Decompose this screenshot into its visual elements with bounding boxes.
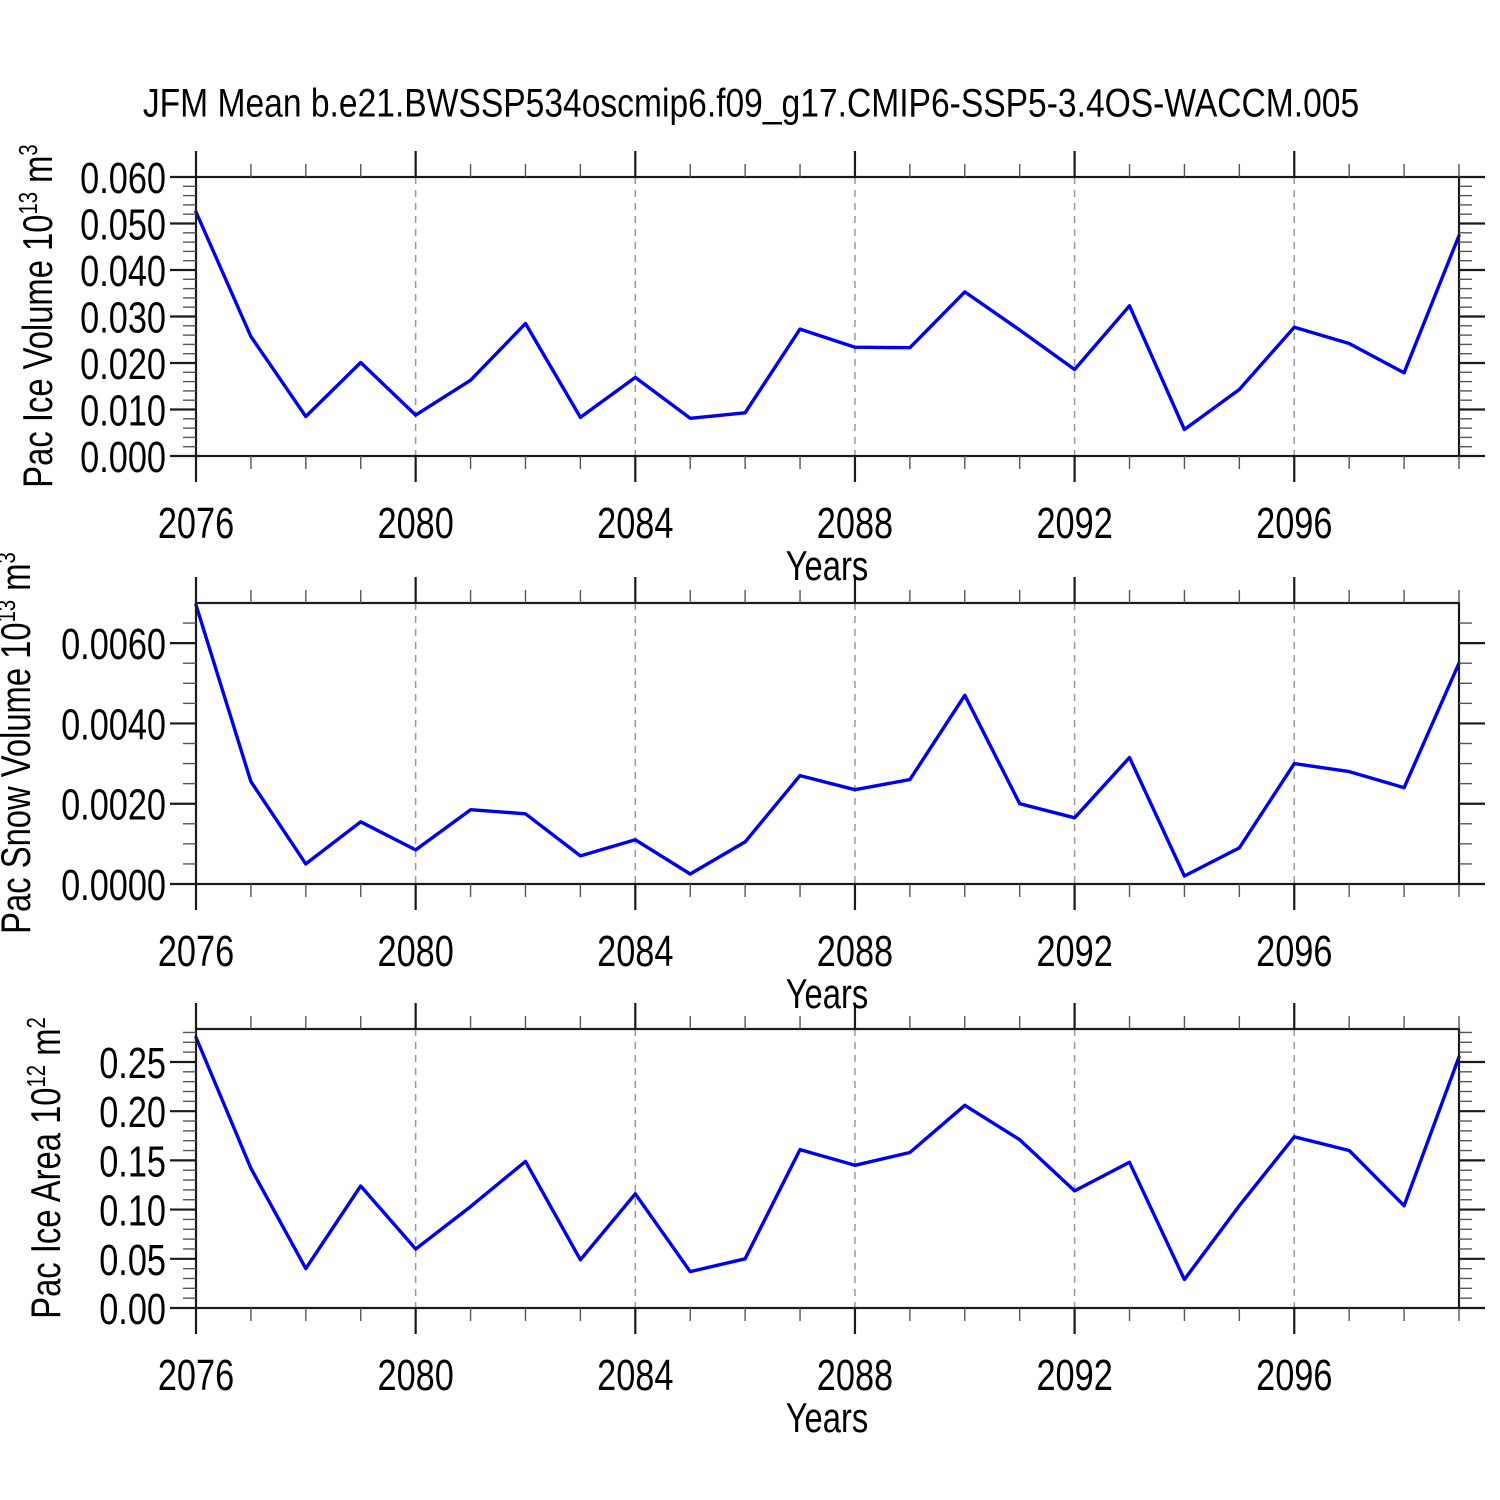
y-axis-title-pac-ice-volume: Pac Ice Volume 1013 m3: [13, 144, 62, 488]
x-tick-label: 2096: [1256, 499, 1332, 548]
x-tick-label: 2076: [158, 1351, 234, 1400]
unit: m: [14, 155, 61, 192]
y-axis-title-pac-snow-volume: Pac Snow Volume 1013 m3: [0, 552, 40, 934]
y-tick-label: 0.00: [99, 1285, 166, 1334]
y-axis-title-text: Pac Ice Area 10: [22, 1087, 69, 1319]
unit: m: [0, 563, 39, 599]
y-tick-label: 0.25: [99, 1039, 166, 1088]
unit-exponent: 3: [13, 144, 43, 156]
x-tick-label: 2092: [1036, 1351, 1112, 1400]
unit-exponent: 2: [21, 1017, 51, 1029]
y-tick-label: 0.05: [99, 1236, 166, 1285]
y-axis-title-pac-ice-area: Pac Ice Area 1012 m2: [21, 1017, 70, 1319]
y-tick-label: 0.0040: [61, 700, 166, 749]
y-tick-label: 0.030: [80, 293, 166, 342]
y-tick-label: 0.040: [80, 247, 166, 296]
x-tick-label: 2084: [597, 1351, 673, 1400]
x-tick-label: 2080: [377, 1351, 453, 1400]
exponent: 13: [13, 191, 43, 215]
x-tick-label: 2080: [377, 927, 453, 976]
x-tick-label: 2088: [817, 927, 893, 976]
figure-title: JFM Mean b.e21.BWSSP534oscmip6.f09_g17.C…: [142, 81, 1360, 126]
x-tick-label: 2088: [817, 1351, 893, 1400]
unit: m: [22, 1028, 69, 1065]
x-tick-label: 2096: [1256, 927, 1332, 976]
x-tick-label: 2096: [1256, 1351, 1332, 1400]
series-line-pac-ice-area: [194, 1035, 1461, 1282]
y-tick-label: 0.060: [80, 154, 166, 203]
plot-frame: [194, 1027, 1461, 1310]
y-tick-label: 0.0000: [61, 861, 166, 910]
y-tick-label: 0.15: [99, 1137, 166, 1186]
y-tick-label: 0.010: [80, 386, 166, 435]
y-tick-label: 0.20: [99, 1088, 166, 1137]
x-tick-label: 2080: [377, 499, 453, 548]
y-tick-label: 0.10: [99, 1187, 166, 1236]
x-axis-title-chart1: Years: [785, 542, 869, 589]
y-axis-title-text: Pac Ice Volume 10: [14, 214, 61, 488]
plot-frame: [194, 601, 1461, 886]
x-tick-label: 2092: [1036, 499, 1112, 548]
exponent: 12: [21, 1064, 51, 1088]
x-tick-label: 2084: [597, 927, 673, 976]
y-tick-label: 0.020: [80, 340, 166, 389]
y-tick-label: 0.050: [80, 200, 166, 249]
x-axis-title-chart3: Years: [785, 1394, 869, 1441]
exponent: 13: [0, 599, 21, 623]
x-tick-label: 2076: [158, 499, 234, 548]
x-axis-title-chart2: Years: [785, 970, 869, 1017]
y-axis-title-text: Pac Snow Volume 10: [0, 622, 39, 934]
x-tick-label: 2088: [817, 499, 893, 548]
x-tick-label: 2076: [158, 927, 234, 976]
x-tick-label: 2084: [597, 499, 673, 548]
series-line-pac-ice-volume: [194, 210, 1461, 432]
plot-frame: [194, 175, 1461, 458]
y-tick-label: 0.0060: [61, 620, 166, 669]
unit-exponent: 3: [0, 552, 21, 563]
x-tick-label: 2092: [1036, 927, 1112, 976]
y-tick-label: 0.0020: [61, 781, 166, 830]
series-line-pac-snow-volume: [194, 603, 1461, 878]
y-tick-label: 0.000: [80, 433, 166, 482]
